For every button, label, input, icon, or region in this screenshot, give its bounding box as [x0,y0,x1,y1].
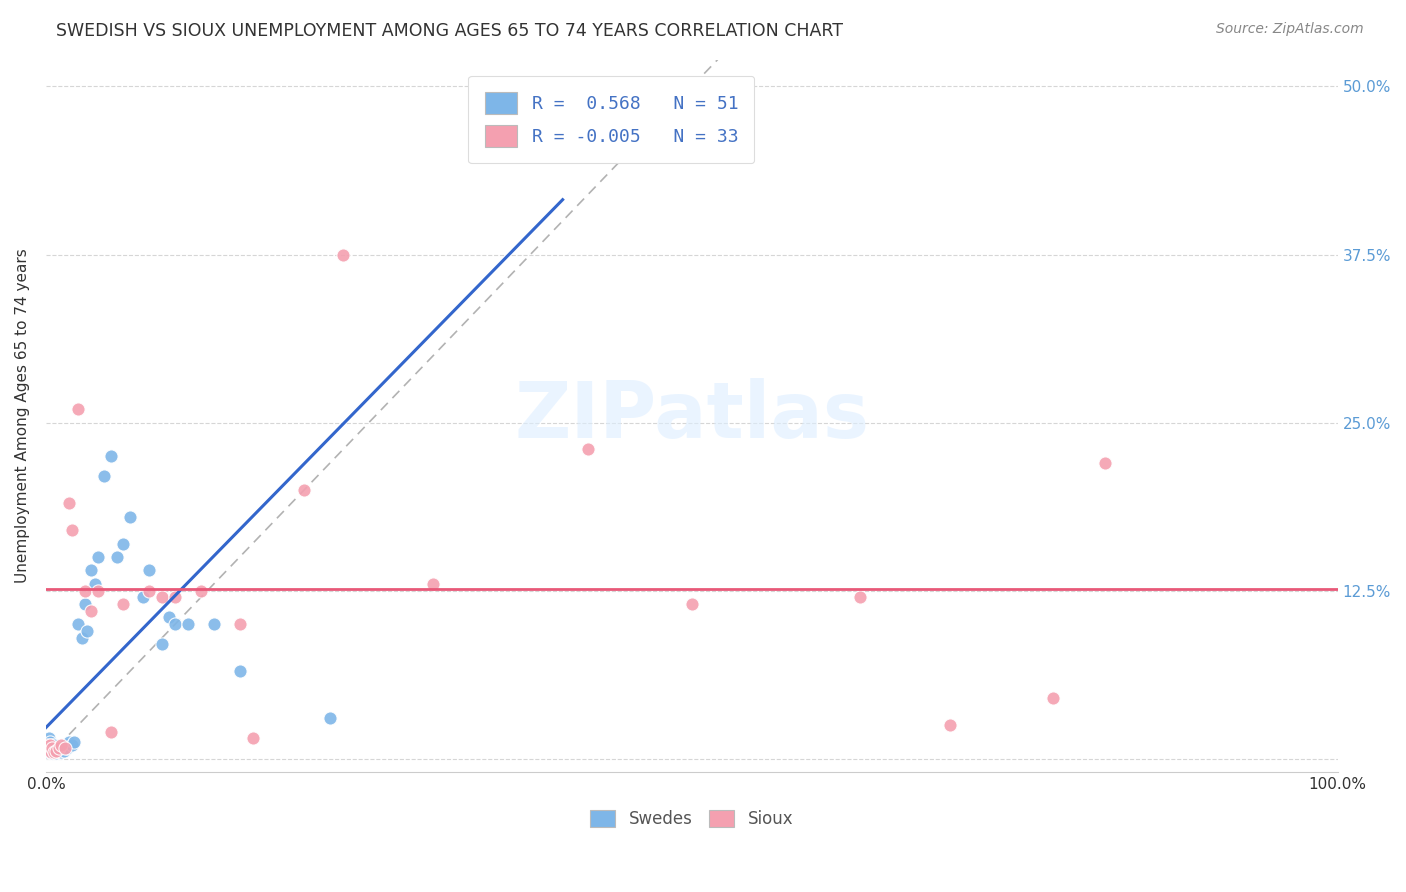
Point [105,549,128,564]
Point [76,624,98,638]
Point [73,597,96,611]
Point [39,743,62,757]
Point [41,740,63,755]
Point [60,523,83,537]
Point [53,738,76,752]
Point [70,631,93,645]
Point [132,591,155,605]
Point [138,583,160,598]
Point [177,617,200,632]
Point [58,735,80,749]
Point [67,617,90,632]
Point [63,735,86,749]
Point [84,577,107,591]
Y-axis label: Unemployment Among Ages 65 to 74 years: Unemployment Among Ages 65 to 74 years [15,249,30,583]
Point [292,483,315,497]
Point [37,740,59,755]
Point [242,731,264,746]
Point [51,745,73,759]
Point [150,637,173,651]
Point [60,738,83,752]
Point [38,738,60,752]
Point [55,740,77,755]
Point [39,738,62,752]
Text: ZIPatlas: ZIPatlas [515,378,869,454]
Point [578,442,600,457]
Point [681,597,703,611]
Point [44,745,66,759]
Point [38,731,60,746]
Point [112,597,135,611]
Point [118,509,141,524]
Point [38,740,60,755]
Point [80,604,103,618]
Point [45,746,67,760]
Point [45,743,67,757]
Point [37,745,59,759]
Point [38,738,60,752]
Point [58,496,80,510]
Point [939,718,962,732]
Point [48,745,70,759]
Point [190,583,212,598]
Point [37,738,59,752]
Text: SWEDISH VS SIOUX UNEMPLOYMENT AMONG AGES 65 TO 74 YEARS CORRELATION CHART: SWEDISH VS SIOUX UNEMPLOYMENT AMONG AGES… [56,22,844,40]
Point [138,563,160,577]
Point [319,711,342,725]
Point [332,247,354,261]
Text: Source: ZipAtlas.com: Source: ZipAtlas.com [1216,22,1364,37]
Point [165,591,187,605]
Point [422,577,444,591]
Point [38,735,60,749]
Point [112,536,135,550]
Point [38,740,60,755]
Point [73,583,96,598]
Point [228,617,250,632]
Point [41,740,63,755]
Point [165,617,187,632]
Point [51,738,73,752]
Point [48,740,70,755]
Point [48,740,70,755]
Point [42,738,65,752]
Point [150,591,173,605]
Point [526,93,548,107]
Point [80,563,103,577]
Point [228,665,250,679]
Point [52,742,75,756]
Point [1042,691,1064,706]
Point [39,745,62,759]
Point [100,449,122,463]
Point [38,735,60,749]
Point [41,746,63,760]
Point [53,740,76,755]
Point [46,743,69,757]
Point [42,743,65,757]
Point [49,743,72,757]
Point [848,591,870,605]
Point [38,745,60,759]
Point [86,549,108,564]
Point [93,469,115,483]
Point [42,745,65,759]
Point [157,610,180,624]
Point [67,402,90,417]
Point [100,724,122,739]
Point [53,743,76,757]
Legend: Swedes, Sioux: Swedes, Sioux [583,804,800,835]
Point [1094,456,1116,470]
Point [202,617,225,632]
Point [86,583,108,598]
Point [44,740,66,755]
